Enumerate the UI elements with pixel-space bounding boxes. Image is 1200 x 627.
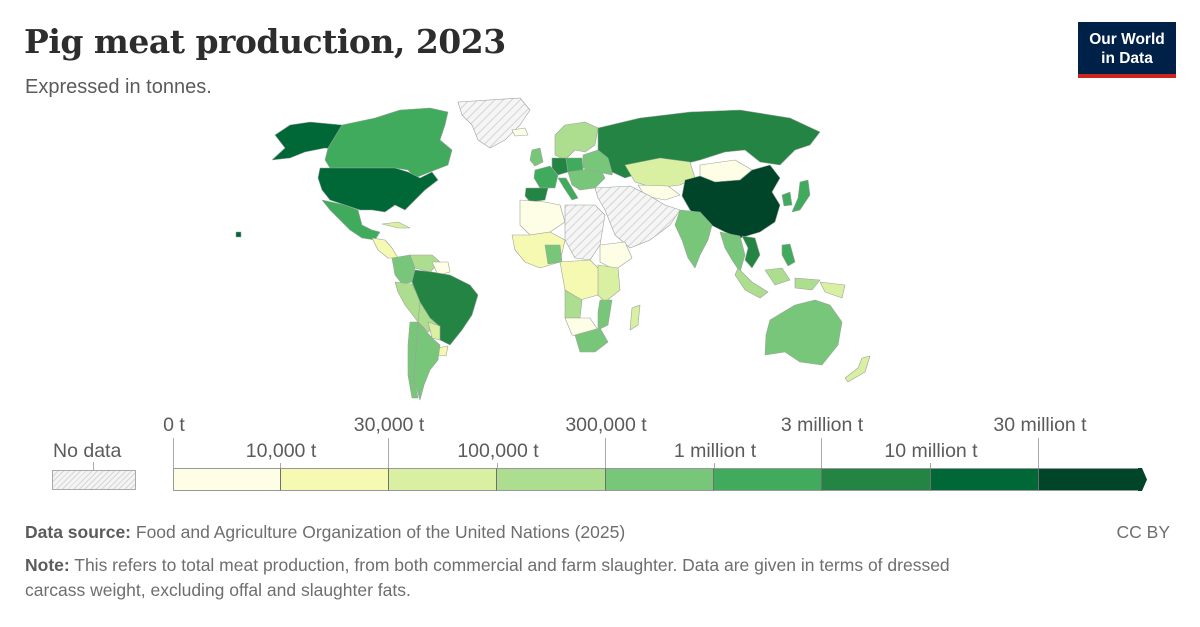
logo-line-1: Our World: [1089, 31, 1165, 48]
no-data-swatch: [52, 470, 136, 490]
legend-label-1m: 1 million t: [673, 440, 757, 462]
country-australia[interactable]: [764, 299, 843, 366]
country-guianas[interactable]: [431, 261, 451, 276]
country-madagascar[interactable]: [629, 304, 641, 331]
note: Note: This refers to total meat producti…: [25, 555, 950, 576]
legend-label-300000t: 300,000 t: [565, 414, 647, 436]
country-spain[interactable]: [524, 187, 549, 203]
legend-tick: [714, 463, 715, 468]
legend-bin-3[interactable]: [497, 468, 606, 491]
country-mexico[interactable]: [321, 199, 381, 241]
legend-label-10000t: 10,000 t: [245, 440, 317, 462]
country-usa-alaska[interactable]: [271, 121, 343, 161]
country-philippines[interactable]: [781, 243, 796, 267]
country-vietnam[interactable]: [741, 235, 761, 269]
country-usa-hawaii[interactable]: [235, 231, 242, 238]
legend-label-10m: 10 million t: [884, 440, 978, 462]
region-north-africa-nodata[interactable]: [564, 204, 606, 261]
country-new-zealand[interactable]: [844, 355, 871, 383]
country-argentina[interactable]: [413, 321, 441, 401]
legend-tick: [605, 438, 606, 468]
country-canada[interactable]: [324, 107, 453, 179]
legend-bin-6[interactable]: [822, 468, 931, 491]
note-label: Note:: [25, 555, 70, 575]
country-uk[interactable]: [529, 147, 544, 167]
legend-tick: [497, 463, 498, 468]
country-nigeria[interactable]: [544, 244, 563, 265]
legend-label-30m: 30 million t: [993, 414, 1087, 436]
country-japan[interactable]: [791, 179, 811, 213]
country-central-america[interactable]: [371, 237, 399, 259]
data-source: Data source: Food and Agriculture Organi…: [25, 522, 625, 543]
country-ethiopia[interactable]: [599, 241, 633, 271]
legend-tick: [821, 438, 822, 468]
country-south-africa[interactable]: [574, 327, 609, 353]
note-text: This refers to total meat production, fr…: [69, 555, 950, 575]
legend-tick: [173, 438, 174, 468]
country-png[interactable]: [819, 281, 846, 299]
legend-label-30000t: 30,000 t: [353, 414, 425, 436]
country-north-africa[interactable]: [519, 199, 566, 236]
legend-arrow-icon: [1138, 468, 1147, 491]
legend-label-3m: 3 million t: [780, 414, 864, 436]
license-link[interactable]: CC BY: [1116, 522, 1170, 542]
legend-tick: [388, 438, 389, 468]
country-greenland[interactable]: [457, 97, 531, 149]
country-india[interactable]: [674, 209, 713, 269]
country-germany[interactable]: [551, 157, 569, 176]
country-italy[interactable]: [557, 177, 579, 201]
legend-tick: [280, 463, 281, 468]
note-continued: carcass weight, excluding offal and slau…: [25, 580, 411, 600]
country-indonesia[interactable]: [734, 267, 821, 299]
no-data-label: No data: [53, 440, 122, 462]
country-mozambique[interactable]: [597, 299, 613, 331]
country-poland[interactable]: [565, 157, 584, 173]
owid-logo[interactable]: Our World in Data: [1078, 22, 1176, 78]
legend-bin-4[interactable]: [606, 468, 714, 491]
legend-label-0t: 0 t: [163, 414, 185, 436]
chart-subtitle: Expressed in tonnes.: [25, 76, 212, 98]
data-source-label: Data source:: [25, 522, 132, 542]
legend-bin-8[interactable]: [1039, 468, 1139, 491]
country-scandinavia[interactable]: [554, 121, 599, 161]
region-east-africa[interactable]: [597, 264, 621, 303]
world-map[interactable]: [0, 95, 1200, 415]
country-korea[interactable]: [781, 191, 793, 207]
legend-bin-1[interactable]: [281, 468, 389, 491]
country-france[interactable]: [533, 165, 559, 189]
legend-tick: [930, 463, 931, 468]
country-myanmar-thailand[interactable]: [719, 231, 746, 273]
data-source-text[interactable]: Food and Agriculture Organization of the…: [131, 522, 626, 542]
legend-bin-5[interactable]: [714, 468, 822, 491]
region-middle-east-nodata[interactable]: [594, 185, 681, 249]
legend-label-100000t: 100,000 t: [457, 440, 539, 462]
chart-title: Pig meat production, 2023: [24, 22, 506, 61]
no-data-tick: [93, 462, 94, 470]
legend-bin-0[interactable]: [173, 468, 281, 491]
legend-bin-7[interactable]: [931, 468, 1039, 491]
legend-bin-2[interactable]: [389, 468, 497, 491]
country-paraguay[interactable]: [427, 321, 441, 341]
logo-line-2: in Data: [1101, 50, 1153, 67]
country-cuba[interactable]: [381, 221, 411, 229]
legend-tick: [1038, 438, 1039, 468]
country-usa[interactable]: [317, 167, 439, 213]
country-iceland[interactable]: [511, 127, 529, 137]
